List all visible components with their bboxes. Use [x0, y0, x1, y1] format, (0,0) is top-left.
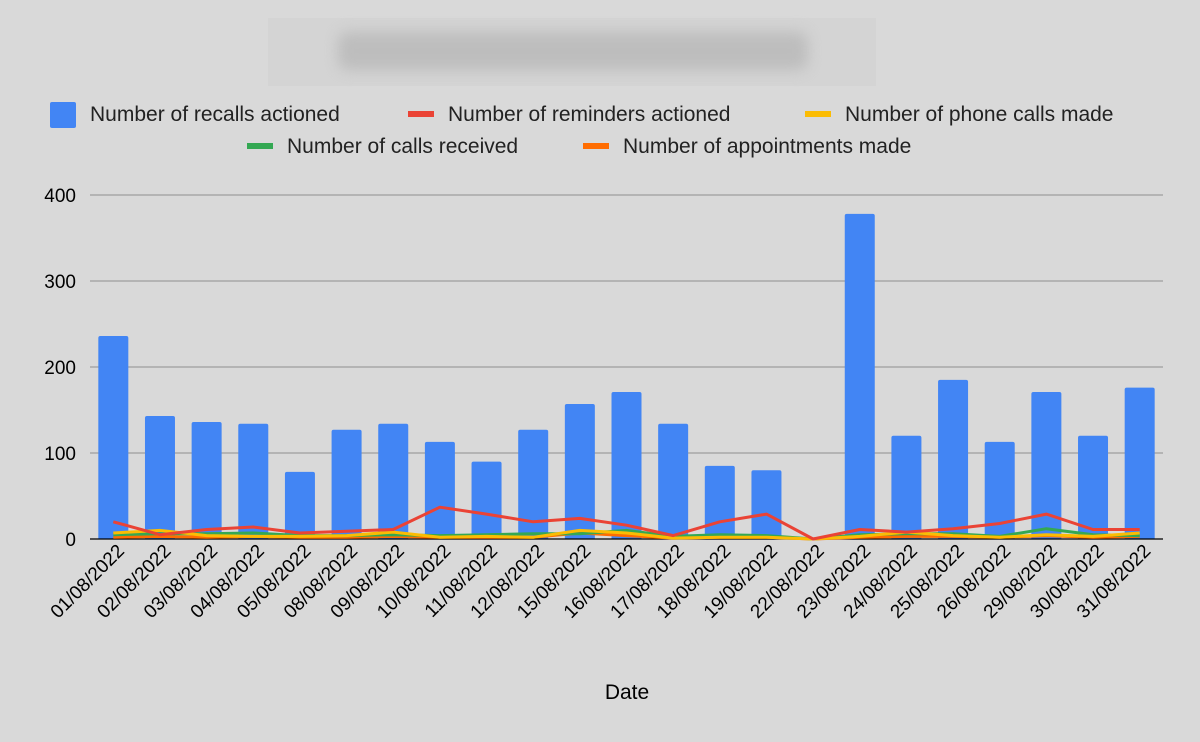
legend-swatch — [247, 143, 273, 149]
bar — [891, 435, 922, 539]
bar — [1078, 435, 1109, 539]
legend-label: Number of reminders actioned — [448, 103, 730, 126]
legend-swatch — [805, 111, 831, 117]
bar-series — [98, 213, 1155, 540]
bar — [98, 336, 129, 539]
legend-label: Number of recalls actioned — [90, 103, 340, 126]
bar — [564, 403, 595, 539]
legend-swatch — [50, 102, 76, 128]
bar — [284, 471, 315, 539]
bar — [1031, 391, 1062, 539]
line-series — [112, 505, 1140, 541]
y-tick-label: 300 — [44, 272, 76, 293]
bar — [144, 416, 175, 539]
bar — [518, 429, 549, 539]
x-axis-title: Date — [605, 681, 649, 704]
legend-swatch — [583, 143, 609, 149]
legend-swatch — [408, 111, 434, 117]
y-axis-tick-labels: 0 100 200 300 400 — [44, 186, 76, 551]
y-tick-label: 0 — [65, 530, 76, 551]
legend-label: Number of calls received — [287, 135, 518, 158]
bar — [611, 391, 642, 539]
y-tick-label: 400 — [44, 186, 76, 207]
bar — [471, 461, 502, 539]
bar — [658, 423, 689, 539]
y-tick-label: 100 — [44, 444, 76, 465]
series-line — [113, 528, 1140, 541]
y-tick-label: 200 — [44, 358, 76, 379]
legend-label: Number of phone calls made — [845, 103, 1113, 126]
legend-label: Number of appointments made — [623, 135, 911, 158]
bar — [191, 422, 222, 539]
bar — [378, 423, 409, 539]
x-axis-tick-labels: 01/08/202202/08/202203/08/202204/08/2022… — [47, 541, 1155, 623]
bar — [984, 441, 1015, 539]
bar — [424, 441, 455, 539]
bar — [238, 423, 269, 539]
legend: Number of recalls actioned Number of remi… — [50, 102, 1113, 158]
bar — [938, 379, 969, 539]
bar — [704, 465, 735, 539]
redacted-title — [268, 18, 876, 86]
bar — [1124, 387, 1155, 539]
series-line — [112, 505, 1140, 541]
bar — [751, 470, 782, 539]
bar — [331, 429, 362, 539]
bar — [844, 213, 875, 540]
